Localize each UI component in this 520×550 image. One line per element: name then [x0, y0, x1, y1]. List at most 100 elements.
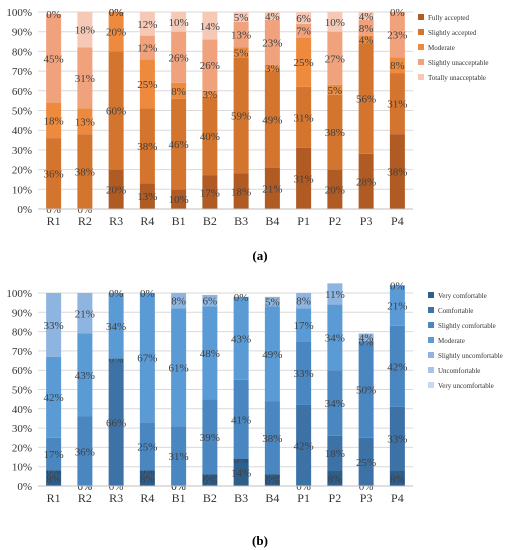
bar-segment	[327, 169, 343, 209]
data-label: 13%	[231, 30, 251, 42]
x-tick-label: B2	[203, 491, 217, 505]
bar-segment	[264, 65, 280, 72]
data-label: 49%	[262, 349, 282, 361]
bar-segment	[296, 308, 312, 342]
data-label: 13%	[137, 191, 157, 203]
data-label: 20%	[106, 27, 126, 39]
bar-segment	[296, 12, 312, 24]
data-label: 18%	[44, 115, 64, 127]
data-label: 6%	[296, 13, 311, 25]
legend-label: Totally unacceptable	[428, 74, 486, 82]
y-tick-label: 90%	[12, 27, 32, 39]
x-tick-label: P3	[360, 214, 373, 228]
bar-segment	[171, 82, 187, 99]
data-label: 17%	[44, 449, 64, 461]
x-tick-label: R1	[47, 214, 61, 228]
bar-segment	[389, 73, 405, 135]
data-label: 6%	[203, 296, 218, 308]
data-label: 25%	[137, 79, 157, 91]
bar-segment	[77, 47, 93, 109]
data-label: 11%	[325, 289, 345, 301]
bar-segment	[108, 169, 124, 209]
bar-segment	[202, 294, 218, 307]
data-label: 23%	[262, 38, 282, 50]
bar-segment	[296, 86, 312, 148]
data-label: 0%	[390, 7, 405, 19]
data-label: 17%	[294, 320, 314, 332]
data-label: 0%	[109, 288, 124, 300]
chart-a: 0% 10% 20% 30% 40% 50% 60% 70% 80% 90% 100% 0% 36% 18…	[6, 7, 488, 228]
bar-segment	[233, 379, 249, 459]
data-label: 14%	[231, 467, 251, 479]
y-tick-label: 70%	[12, 346, 32, 358]
data-label: 3%	[265, 63, 280, 75]
bar-segment	[77, 333, 93, 417]
data-label: 0%	[46, 9, 61, 21]
bar-segment	[108, 358, 124, 486]
data-label: 12%	[137, 19, 157, 31]
legend-label: Slightly unacceptable	[428, 59, 488, 67]
bar-segment	[358, 437, 374, 486]
data-label: 14%	[200, 21, 220, 33]
y-tick-label: 100%	[6, 7, 32, 19]
x-tick-label: R1	[47, 491, 61, 505]
bar-segment	[108, 293, 124, 359]
bar-segment	[264, 12, 280, 20]
data-label: 33%	[387, 434, 407, 446]
y-tick-label: 30%	[12, 145, 32, 157]
x-tick-label: R2	[78, 214, 92, 228]
x-tick-label: P2	[329, 214, 342, 228]
bar-segment	[46, 356, 62, 438]
y-tick-label: 90%	[12, 307, 32, 319]
data-label: 33%	[294, 368, 314, 380]
bar-segment	[171, 98, 187, 190]
x-tick-label: R4	[140, 491, 154, 505]
bar-segment	[77, 12, 93, 48]
x-tick-label: P3	[360, 491, 373, 505]
bar-segment	[77, 134, 93, 209]
bar-segment	[108, 12, 124, 52]
bar-segment	[139, 59, 155, 109]
data-label: 26%	[200, 60, 220, 72]
data-label: 59%	[231, 110, 251, 122]
data-label: 41%	[231, 414, 251, 426]
legend-swatch	[428, 322, 434, 328]
data-label: 67%	[137, 353, 157, 365]
x-tick-label: P4	[391, 491, 404, 505]
bar-segment	[264, 306, 280, 402]
bar-segment	[139, 35, 155, 60]
x-tick-label: R4	[140, 214, 154, 228]
y-tick-label: 40%	[12, 404, 32, 416]
bar-segment	[233, 21, 249, 48]
data-label: 3%	[203, 89, 218, 101]
panel-b-label: (b)	[252, 533, 268, 548]
bar-segment	[171, 308, 187, 427]
bar-segment	[389, 285, 405, 326]
data-label: 23%	[387, 30, 407, 42]
data-label: 38%	[137, 141, 157, 153]
data-label: 43%	[231, 333, 251, 345]
data-label: 4%	[359, 332, 374, 344]
legend-label: Slightly accepted	[428, 29, 477, 37]
data-label: 8%	[46, 473, 61, 485]
bar-segment	[327, 31, 343, 85]
bar-segment	[139, 183, 155, 209]
bar-segment	[327, 370, 343, 436]
data-label: 21%	[262, 183, 282, 195]
bar-segment	[233, 57, 249, 174]
bar-segment	[139, 108, 155, 184]
bar-segment	[358, 43, 374, 154]
bar-segment	[327, 304, 343, 371]
data-label: 0%	[234, 292, 249, 304]
bar-segment	[202, 90, 218, 97]
legend-label: Slightly comfortable	[438, 322, 496, 330]
data-label: 21%	[387, 301, 407, 313]
bar-segment	[171, 189, 187, 209]
data-label: 36%	[44, 169, 64, 181]
bar-segment	[296, 147, 312, 209]
data-label: 4%	[359, 11, 374, 23]
y-tick-label: 0%	[17, 204, 32, 216]
x-tick-label: P2	[329, 491, 342, 505]
data-label: 38%	[75, 167, 95, 179]
data-label: 42%	[387, 361, 407, 373]
